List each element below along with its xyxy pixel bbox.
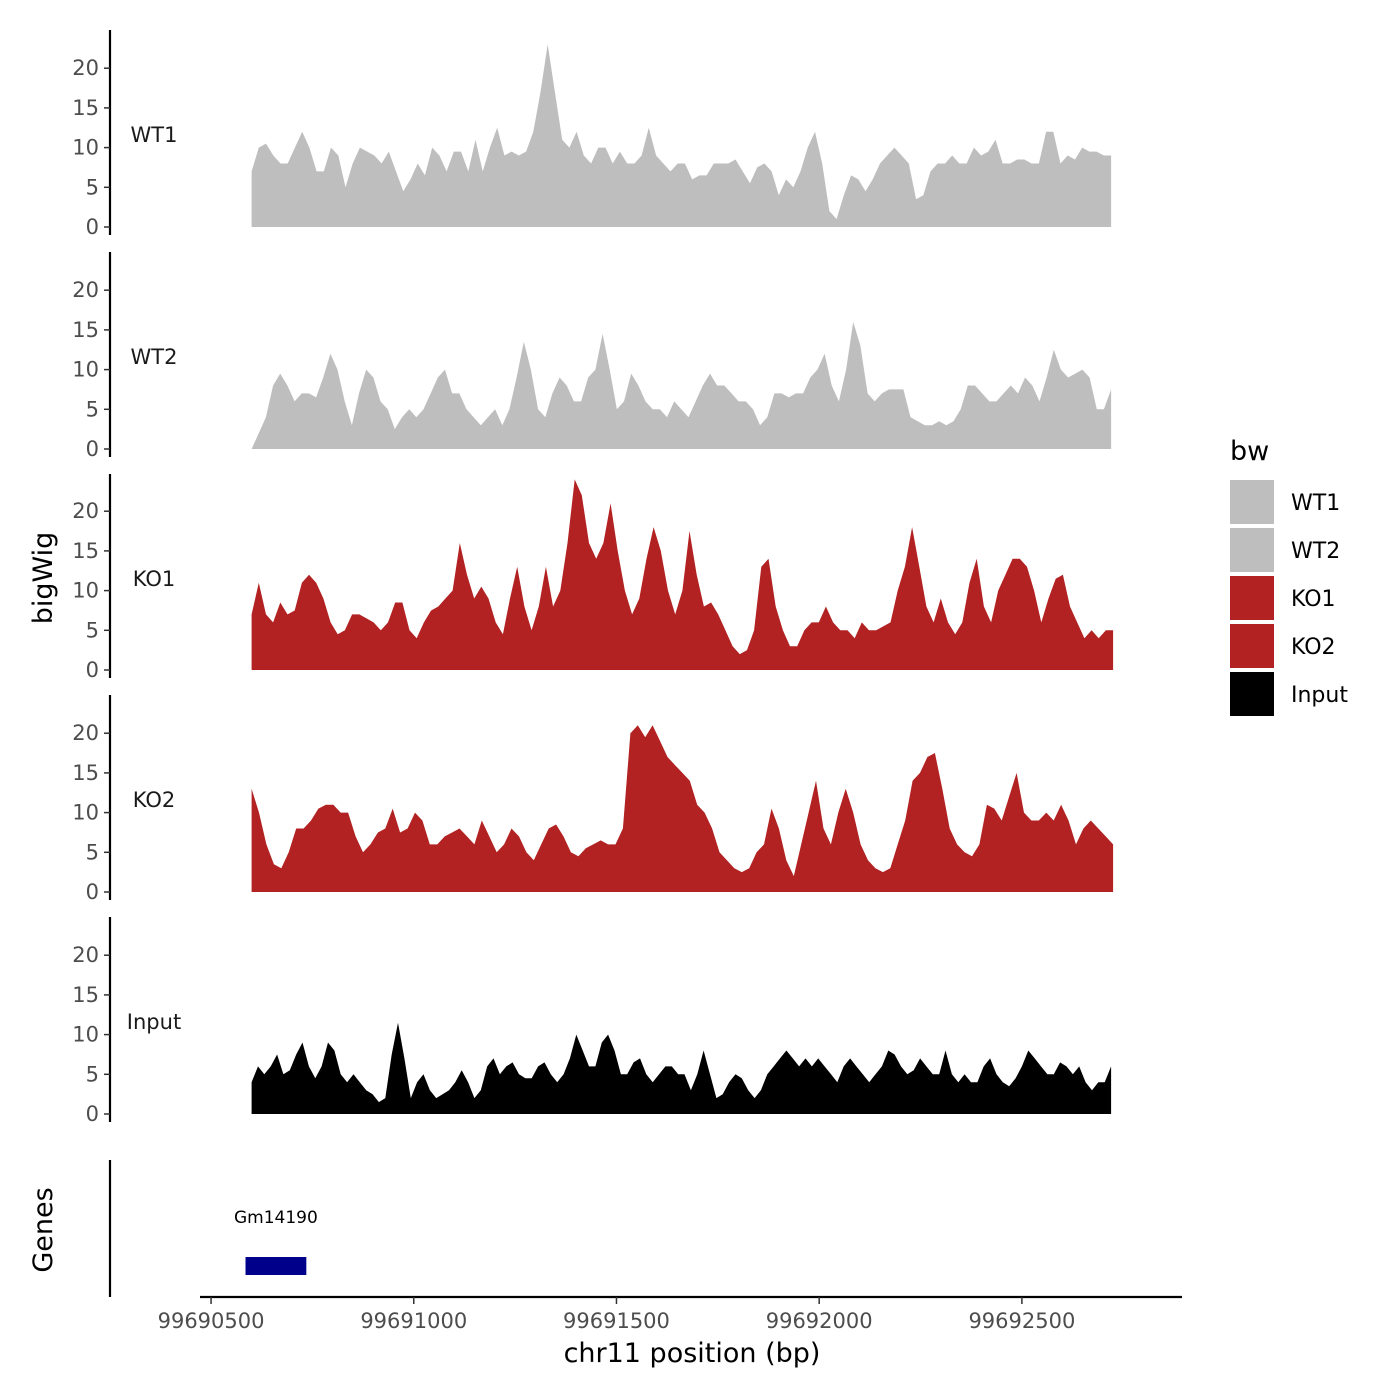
track-label-ko2: KO2 [133,788,176,812]
y-tick-label: 0 [86,880,99,904]
genes-axis-title: Genes [28,1187,59,1272]
track-label-ko1: KO1 [133,567,176,591]
y-tick-label: 5 [86,397,99,421]
legend-label-ko2: KO2 [1291,635,1336,660]
genes-track: Gm14190 [108,1160,318,1297]
legend-label-ko1: KO1 [1291,587,1336,612]
y-tick-label: 5 [86,840,99,864]
gene-label: Gm14190 [234,1208,318,1228]
signal-area-input [251,1022,1112,1114]
legend-title: bw [1230,436,1269,467]
track-label-wt2: WT2 [131,345,178,369]
y-tick-label: 5 [86,175,99,199]
y-tick-label: 15 [72,539,99,563]
track-ko2: 0 5 10 15 20 KO2 [72,695,1114,904]
legend-key-ko1 [1230,576,1274,620]
y-tick-label: 20 [72,278,99,302]
y-tick-label: 10 [72,579,99,603]
signal-area-ko2 [251,725,1114,892]
y-tick-label: 10 [72,1023,99,1047]
x-tick-label: 99690500 [158,1309,265,1333]
y-tick-label: 20 [72,943,99,967]
y-tick-label: 15 [72,983,99,1007]
x-tick-label: 99692000 [766,1309,873,1333]
legend-label-wt2: WT2 [1291,539,1340,564]
y-tick-label: 5 [86,1062,99,1086]
y-tick-label: 10 [72,136,99,160]
track-wt2: 0 5 10 15 20 WT2 [72,252,1112,461]
track-ko1: 0 5 10 15 20 KO1 [72,474,1114,682]
x-axis: 99690500 99691000 99691500 99692000 99692500 [158,1295,1182,1333]
legend-key-wt1 [1230,480,1274,524]
y-tick-label: 10 [72,801,99,825]
y-axis-title: bigWig [28,532,59,625]
legend-key-input [1230,672,1274,716]
x-tick-label: 99691000 [360,1309,467,1333]
legend-key-wt2 [1230,528,1274,572]
x-axis-title: chr11 position (bp) [564,1338,821,1369]
legend-key-ko2 [1230,624,1274,668]
y-tick-label: 20 [72,499,99,523]
y-tick-label: 5 [86,618,99,642]
legend-label-input: Input [1291,683,1348,708]
gene-gm14190 [245,1257,307,1275]
y-tick-label: 15 [72,761,99,785]
track-label-wt1: WT1 [131,123,178,147]
y-tick-label: 0 [86,658,99,682]
track-label-input: Input [127,1010,181,1034]
y-tick-label: 20 [72,721,99,745]
y-tick-label: 10 [72,358,99,382]
x-tick-label: 99692500 [968,1309,1075,1333]
track-wt1: 0 5 10 15 20 WT1 [72,30,1112,239]
x-tick-label: 99691500 [563,1309,670,1333]
legend: bw WT1 WT2 KO1 KO2 Input [1230,436,1348,716]
y-tick-label: 0 [86,215,99,239]
y-tick-label: 15 [72,318,99,342]
signal-area-ko1 [251,479,1114,670]
bigwig-tracks: 0 5 10 15 20 WT1 0 5 10 15 20 WT2 0 5 10 15 20 KO1 0 5 10 15 2… [72,30,1114,1126]
y-tick-label: 20 [72,56,99,80]
y-tick-label: 0 [86,437,99,461]
legend-label-wt1: WT1 [1291,491,1340,516]
signal-area-wt2 [251,322,1112,449]
signal-area-wt1 [251,44,1112,228]
y-tick-label: 0 [86,1102,99,1126]
y-tick-label: 15 [72,96,99,120]
track-input: 0 5 10 15 20 Input [72,917,1112,1126]
